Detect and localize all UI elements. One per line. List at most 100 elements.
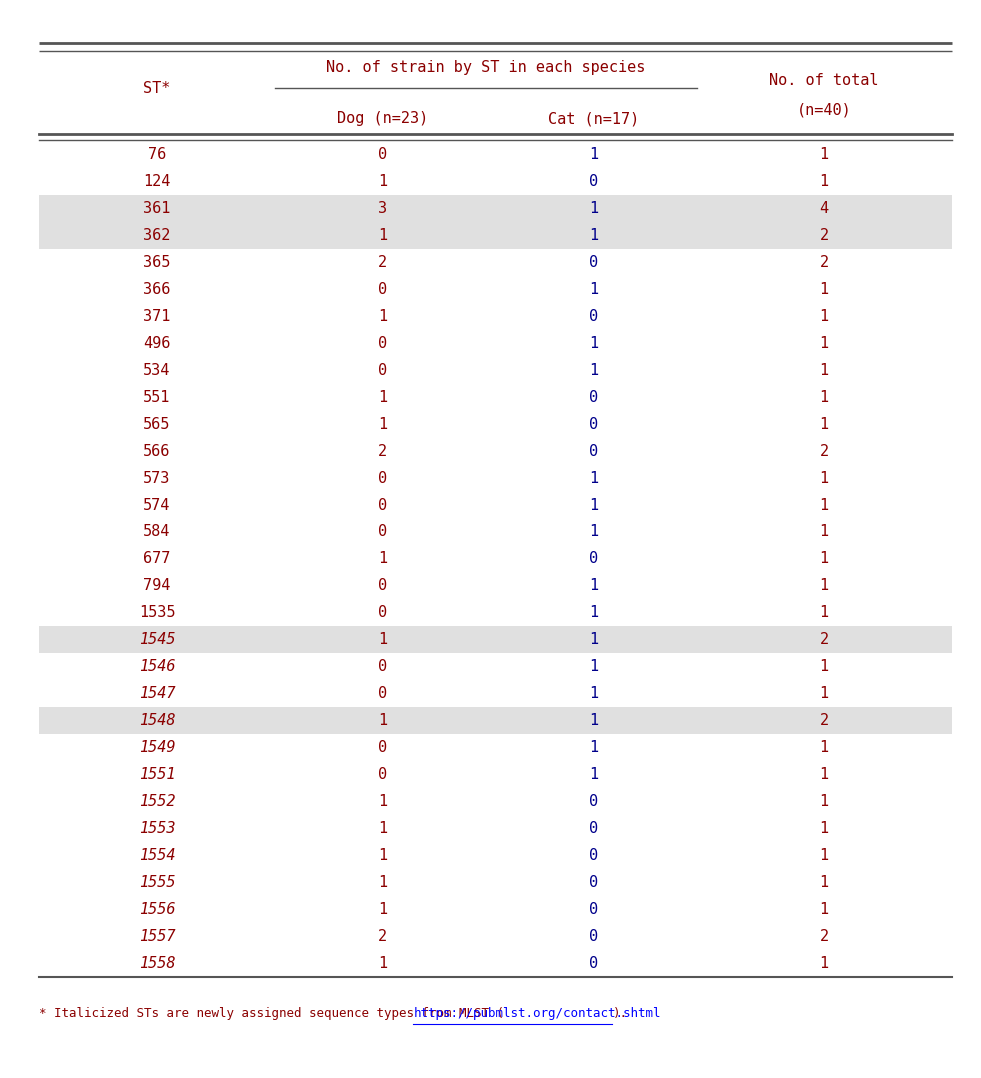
Text: 0: 0 bbox=[378, 579, 387, 593]
Text: 1: 1 bbox=[819, 741, 829, 755]
Text: 1: 1 bbox=[819, 417, 829, 431]
Text: 1: 1 bbox=[589, 471, 598, 485]
Text: 1: 1 bbox=[819, 579, 829, 593]
Text: 124: 124 bbox=[143, 175, 171, 189]
Text: 3: 3 bbox=[378, 202, 387, 216]
Text: 1548: 1548 bbox=[138, 714, 176, 728]
Text: 1: 1 bbox=[819, 902, 829, 916]
Text: 1547: 1547 bbox=[138, 687, 176, 701]
Text: 1549: 1549 bbox=[138, 741, 176, 755]
Bar bbox=[39, 195, 952, 222]
Text: 361: 361 bbox=[143, 202, 171, 216]
Text: 366: 366 bbox=[143, 282, 171, 296]
Text: Dog (n=23): Dog (n=23) bbox=[336, 111, 429, 126]
Text: 0: 0 bbox=[378, 282, 387, 296]
Text: 0: 0 bbox=[378, 660, 387, 674]
Text: 1: 1 bbox=[819, 525, 829, 539]
Text: 2: 2 bbox=[378, 929, 387, 943]
Text: 1: 1 bbox=[589, 714, 598, 728]
Text: 496: 496 bbox=[143, 336, 171, 350]
Text: 1555: 1555 bbox=[138, 875, 176, 889]
Text: 2: 2 bbox=[819, 255, 829, 270]
Text: 1: 1 bbox=[589, 687, 598, 701]
Text: 1: 1 bbox=[589, 282, 598, 296]
Text: 1: 1 bbox=[819, 768, 829, 782]
Text: 0: 0 bbox=[378, 741, 387, 755]
Text: (n=40): (n=40) bbox=[797, 103, 852, 118]
Text: 534: 534 bbox=[143, 363, 171, 377]
Text: 0: 0 bbox=[378, 687, 387, 701]
Text: 1: 1 bbox=[378, 552, 387, 566]
Text: 0: 0 bbox=[378, 606, 387, 620]
Text: 1552: 1552 bbox=[138, 794, 176, 808]
Text: 1545: 1545 bbox=[138, 633, 176, 647]
Text: 0: 0 bbox=[378, 336, 387, 350]
Text: 1: 1 bbox=[819, 552, 829, 566]
Text: 1: 1 bbox=[378, 417, 387, 431]
Text: 1: 1 bbox=[819, 956, 829, 970]
Text: 1558: 1558 bbox=[138, 956, 176, 970]
Text: ).: ). bbox=[612, 1007, 628, 1020]
Text: 1: 1 bbox=[589, 741, 598, 755]
Text: 1: 1 bbox=[378, 956, 387, 970]
Text: 1: 1 bbox=[589, 768, 598, 782]
Text: 2: 2 bbox=[819, 444, 829, 458]
Text: 371: 371 bbox=[143, 309, 171, 323]
Text: 365: 365 bbox=[143, 255, 171, 270]
Text: 1: 1 bbox=[378, 848, 387, 862]
Text: 573: 573 bbox=[143, 471, 171, 485]
Text: 1: 1 bbox=[378, 390, 387, 404]
Text: 1: 1 bbox=[819, 498, 829, 512]
Text: 1: 1 bbox=[819, 875, 829, 889]
Text: 1: 1 bbox=[378, 175, 387, 189]
Text: 1556: 1556 bbox=[138, 902, 176, 916]
Text: 0: 0 bbox=[378, 525, 387, 539]
Text: 2: 2 bbox=[819, 229, 829, 243]
Text: 1: 1 bbox=[378, 821, 387, 835]
Text: 1: 1 bbox=[589, 336, 598, 350]
Text: 1: 1 bbox=[378, 875, 387, 889]
Text: 1: 1 bbox=[589, 579, 598, 593]
Text: 0: 0 bbox=[589, 902, 598, 916]
Text: 1551: 1551 bbox=[138, 768, 176, 782]
Text: 1554: 1554 bbox=[138, 848, 176, 862]
Text: 76: 76 bbox=[148, 148, 166, 162]
Text: 1: 1 bbox=[819, 606, 829, 620]
Text: 1: 1 bbox=[819, 309, 829, 323]
Text: 1: 1 bbox=[819, 660, 829, 674]
Text: 1: 1 bbox=[378, 714, 387, 728]
Text: 551: 551 bbox=[143, 390, 171, 404]
Text: 0: 0 bbox=[378, 363, 387, 377]
Text: 0: 0 bbox=[589, 417, 598, 431]
Text: 1: 1 bbox=[819, 148, 829, 162]
Text: Cat (n=17): Cat (n=17) bbox=[547, 111, 640, 126]
Text: 0: 0 bbox=[378, 498, 387, 512]
Text: 2: 2 bbox=[819, 633, 829, 647]
Text: 0: 0 bbox=[378, 471, 387, 485]
Text: 1: 1 bbox=[378, 229, 387, 243]
Text: 0: 0 bbox=[589, 848, 598, 862]
Text: 1: 1 bbox=[819, 794, 829, 808]
Text: ST*: ST* bbox=[143, 82, 171, 96]
Text: 1: 1 bbox=[589, 202, 598, 216]
Text: 1: 1 bbox=[378, 794, 387, 808]
Bar bbox=[39, 707, 952, 734]
Text: 677: 677 bbox=[143, 552, 171, 566]
Text: 0: 0 bbox=[589, 444, 598, 458]
Text: 1: 1 bbox=[378, 902, 387, 916]
Text: 1: 1 bbox=[378, 309, 387, 323]
Text: 1: 1 bbox=[378, 633, 387, 647]
Text: 0: 0 bbox=[589, 929, 598, 943]
Text: 1546: 1546 bbox=[138, 660, 176, 674]
Text: 1535: 1535 bbox=[138, 606, 176, 620]
Text: 1: 1 bbox=[589, 525, 598, 539]
Bar bbox=[39, 222, 952, 249]
Text: 2: 2 bbox=[378, 444, 387, 458]
Text: 0: 0 bbox=[589, 255, 598, 270]
Text: No. of strain by ST in each species: No. of strain by ST in each species bbox=[326, 60, 645, 75]
Text: 794: 794 bbox=[143, 579, 171, 593]
Text: 1: 1 bbox=[589, 660, 598, 674]
Text: 2: 2 bbox=[819, 714, 829, 728]
Text: 1: 1 bbox=[819, 282, 829, 296]
Text: 566: 566 bbox=[143, 444, 171, 458]
